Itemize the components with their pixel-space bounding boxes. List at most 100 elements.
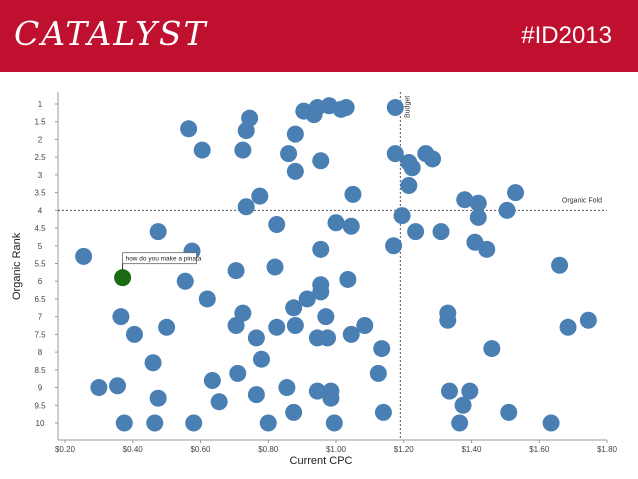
y-tick-label: 9 (38, 384, 43, 393)
data-point (247, 386, 265, 404)
y-tick-label: 6.5 (34, 295, 46, 304)
data-point (507, 184, 525, 202)
data-point (112, 308, 130, 326)
data-point (439, 311, 457, 329)
data-point (451, 414, 469, 432)
budget-line-label: Budget (404, 96, 411, 118)
highlighted-data-point (114, 269, 132, 287)
data-point (424, 150, 442, 168)
y-tick-label: 7 (38, 313, 43, 322)
data-point (327, 214, 345, 232)
data-point (469, 208, 487, 226)
data-point (317, 308, 335, 326)
data-point (285, 403, 303, 421)
y-tick-label: 4.5 (34, 224, 46, 233)
data-point (227, 262, 245, 280)
y-tick-label: 6 (38, 277, 43, 286)
data-point (356, 317, 374, 335)
data-point (198, 290, 216, 308)
y-tick-label: 10 (36, 419, 45, 428)
highlight-callout-label: how do you make a pinata (126, 256, 202, 263)
data-point (342, 325, 360, 343)
data-point (559, 318, 577, 336)
data-point (385, 237, 403, 255)
data-point (498, 201, 516, 219)
data-point (322, 389, 340, 407)
data-point (149, 389, 167, 407)
data-point (407, 223, 425, 241)
data-point (203, 371, 221, 389)
data-point (312, 240, 330, 258)
data-point (478, 240, 496, 258)
x-tick-label: $0.80 (258, 445, 279, 454)
data-point (337, 99, 355, 117)
y-tick-label: 3 (38, 171, 43, 180)
data-point (319, 329, 337, 347)
data-point (286, 125, 304, 143)
data-point (125, 325, 143, 343)
data-point (193, 141, 211, 159)
data-point (237, 198, 255, 216)
data-point (268, 318, 286, 336)
data-point (312, 283, 330, 301)
data-point (386, 99, 404, 117)
brand-logo: CATALYST (14, 14, 208, 53)
data-point (454, 396, 472, 414)
data-point (286, 162, 304, 180)
data-point (115, 414, 133, 432)
y-tick-label: 9.5 (34, 401, 46, 410)
data-point (176, 272, 194, 290)
data-point (344, 185, 362, 203)
y-tick-label: 4 (38, 206, 43, 215)
y-tick-label: 2 (38, 135, 43, 144)
data-point (342, 217, 360, 235)
data-point (432, 223, 450, 241)
data-point (280, 145, 298, 163)
data-point (229, 364, 247, 382)
x-tick-label: $1.80 (597, 445, 618, 454)
data-point (180, 120, 198, 138)
data-point (158, 318, 176, 336)
x-tick-label: $1.00 (326, 445, 347, 454)
x-tick-label: $1.40 (461, 445, 482, 454)
data-point (251, 187, 269, 205)
data-point (259, 414, 277, 432)
x-tick-label: $0.40 (123, 445, 144, 454)
data-point (483, 340, 501, 358)
data-point (109, 377, 127, 395)
data-point (90, 379, 108, 397)
data-point (325, 414, 343, 432)
y-tick-label: 5.5 (34, 260, 46, 269)
data-point (456, 191, 474, 209)
y-tick-label: 7.5 (34, 330, 46, 339)
data-point (440, 382, 458, 400)
data-point (266, 258, 284, 276)
data-point (146, 414, 164, 432)
data-point (149, 223, 167, 241)
data-point (579, 311, 597, 329)
data-point (393, 207, 411, 225)
data-point (75, 247, 93, 265)
data-point (542, 414, 560, 432)
data-point (374, 403, 392, 421)
data-point (400, 177, 418, 195)
data-point (298, 290, 316, 308)
data-point (286, 317, 304, 335)
data-point (285, 299, 303, 317)
y-tick-label: 1 (38, 100, 43, 109)
y-tick-label: 2.5 (34, 153, 46, 162)
data-point (247, 329, 265, 347)
data-point (461, 382, 479, 400)
data-point (278, 379, 296, 397)
data-point (268, 216, 286, 234)
data-point (308, 382, 326, 400)
header-bar: CATALYST #ID2013 (0, 0, 638, 72)
x-axis-label: Current CPC (289, 455, 353, 467)
data-point (234, 141, 252, 159)
data-point (237, 122, 255, 140)
data-point (185, 414, 203, 432)
y-tick-label: 3.5 (34, 189, 46, 198)
data-point (312, 152, 330, 170)
data-point (234, 304, 252, 322)
data-point (469, 194, 487, 212)
